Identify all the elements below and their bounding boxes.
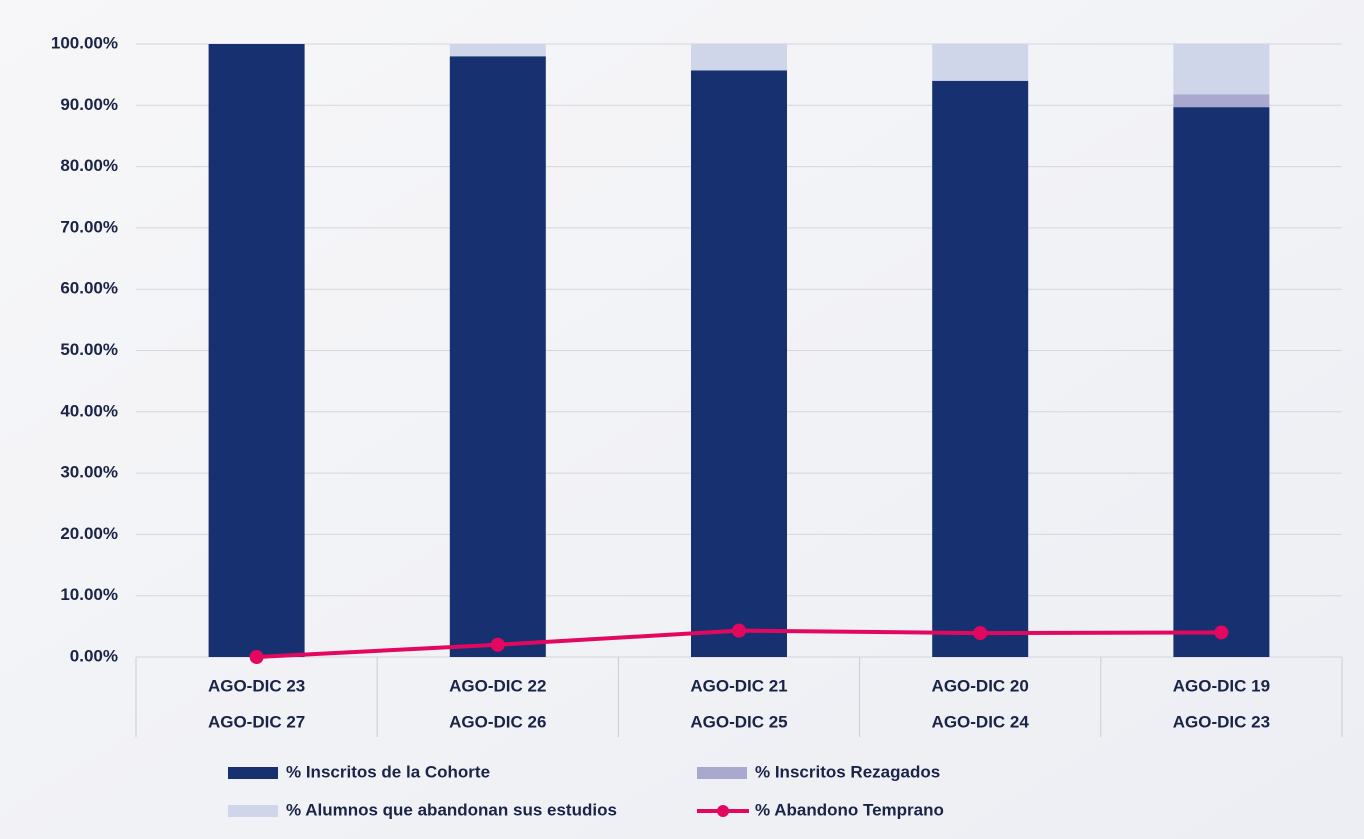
x-tick-label: AGO-DIC 23 [208, 676, 305, 695]
y-tick-label: 30.00% [60, 463, 118, 482]
x-tick-label: AGO-DIC 27 [208, 712, 305, 731]
legend-label: % Abandono Temprano [755, 800, 944, 819]
legend-swatch [228, 805, 278, 817]
y-tick-label: 20.00% [60, 524, 118, 543]
legend-swatch [697, 767, 747, 779]
y-tick-label: 100.00% [51, 33, 118, 52]
x-tick-label: AGO-DIC 21 [690, 676, 787, 695]
y-tick-label: 60.00% [60, 279, 118, 298]
y-tick-label: 10.00% [60, 585, 118, 604]
x-tick-label: AGO-DIC 22 [449, 676, 546, 695]
bar-segment [1173, 107, 1270, 658]
bar-segment [208, 44, 305, 657]
y-tick-label: 90.00% [60, 95, 118, 114]
legend-swatch [228, 767, 278, 779]
bar-segment [932, 44, 1029, 81]
line-marker [490, 637, 505, 652]
line-marker [1214, 625, 1229, 640]
bar-segment [1173, 94, 1270, 108]
x-tick-label: AGO-DIC 23 [1173, 712, 1270, 731]
y-tick-label: 50.00% [60, 340, 118, 359]
bar-segment [449, 56, 546, 657]
x-tick-label: AGO-DIC 25 [690, 712, 787, 731]
legend-label: % Alumnos que abandonan sus estudios [286, 800, 617, 819]
x-tick-label: AGO-DIC 24 [932, 712, 1030, 731]
x-tick-label: AGO-DIC 19 [1173, 676, 1270, 695]
bar-segment [449, 44, 546, 57]
y-tick-label: 70.00% [60, 217, 118, 236]
y-tick-label: 80.00% [60, 156, 118, 175]
x-tick-label: AGO-DIC 26 [449, 712, 546, 731]
bar-segment [691, 44, 787, 71]
x-tick-label: AGO-DIC 20 [932, 676, 1029, 695]
y-tick-label: 40.00% [60, 401, 118, 420]
legend-label: % Inscritos de la Cohorte [286, 762, 490, 781]
line-marker [249, 650, 264, 664]
legend-marker [717, 805, 729, 817]
bar-segment [932, 80, 1029, 657]
legend-label: % Inscritos Rezagados [755, 762, 940, 781]
line-marker [973, 626, 988, 641]
bar-segment [1173, 44, 1270, 95]
bar-segment [691, 70, 787, 657]
y-tick-label: 0.00% [70, 646, 118, 665]
line-marker [732, 623, 746, 638]
